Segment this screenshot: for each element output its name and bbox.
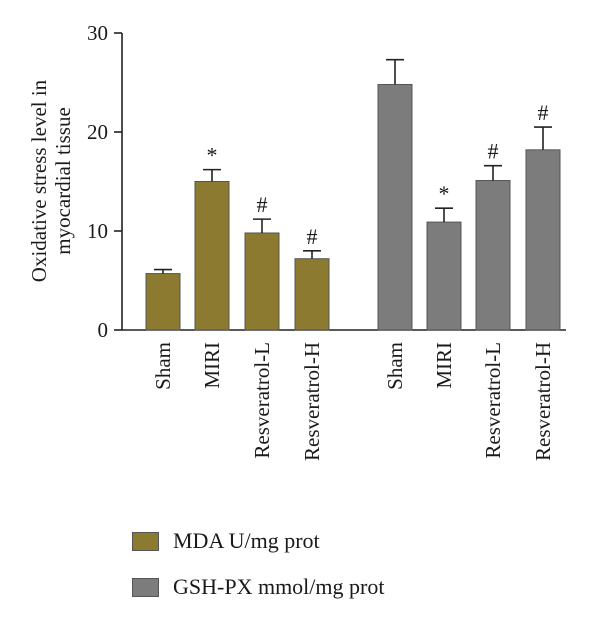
legend-label-mda: MDA U/mg prot [173, 528, 320, 553]
annotation-mda-u-mg-prot-resveratrol-l: # [257, 192, 268, 217]
x-tick-label-gsh-px-mmol-mg-prot-resveratrol-l: Resveratrol-L [481, 342, 505, 459]
bar-mda-u-mg-prot-miri [194, 181, 230, 331]
x-tick-label-mda-u-mg-prot-sham: Sham [151, 342, 175, 390]
bar-mda-u-mg-prot-resveratrol-l [244, 232, 280, 331]
x-tick-label-gsh-px-mmol-mg-prot-resveratrol-h: Resveratrol-H [531, 342, 555, 461]
bar-gsh-px-mmol-mg-prot-resveratrol-h [525, 149, 561, 331]
bar-gsh-px-mmol-mg-prot-resveratrol-l [475, 180, 511, 331]
y-tick-label-10: 10 [87, 219, 108, 243]
annotation-gsh-px-mmol-mg-prot-miri: * [439, 181, 450, 206]
legend-swatch-mda [132, 531, 159, 551]
x-tick-label-gsh-px-mmol-mg-prot-miri: MIRI [432, 342, 456, 389]
x-tick-label-mda-u-mg-prot-resveratrol-h: Resveratrol-H [300, 342, 324, 461]
annotation-mda-u-mg-prot-miri: * [207, 143, 218, 168]
y-tick-label-30: 30 [87, 21, 108, 45]
legend-item-mda: MDA U/mg prot [132, 528, 384, 554]
annotation-gsh-px-mmol-mg-prot-resveratrol-l: # [488, 139, 499, 164]
bar-gsh-px-mmol-mg-prot-miri [426, 221, 462, 331]
chart-legend: MDA U/mg prot GSH-PX mmol/mg prot [132, 528, 384, 620]
x-tick-label-gsh-px-mmol-mg-prot-sham: Sham [383, 342, 407, 390]
bar-gsh-px-mmol-mg-prot-sham [377, 83, 413, 331]
y-axis-label: Oxidative stress level inmyocardial tiss… [27, 79, 75, 282]
chart-plot-area: 0 10 20 30 Oxidative stress level inmyocardi… [27, 21, 566, 461]
legend-label-gsh-px: GSH-PX mmol/mg prot [173, 574, 385, 599]
y-tick-label-20: 20 [87, 120, 108, 144]
bar-mda-u-mg-prot-sham [145, 273, 181, 331]
x-tick-label-mda-u-mg-prot-miri: MIRI [200, 342, 224, 389]
x-tick-label-mda-u-mg-prot-resveratrol-l: Resveratrol-L [250, 342, 274, 459]
y-tick-label-0: 0 [98, 318, 109, 342]
legend-swatch-gsh-px [132, 577, 159, 597]
annotation-gsh-px-mmol-mg-prot-resveratrol-h: # [538, 100, 549, 125]
annotation-mda-u-mg-prot-resveratrol-h: # [307, 224, 318, 249]
bar-mda-u-mg-prot-resveratrol-h [294, 258, 330, 331]
legend-item-gsh-px: GSH-PX mmol/mg prot [132, 574, 384, 600]
